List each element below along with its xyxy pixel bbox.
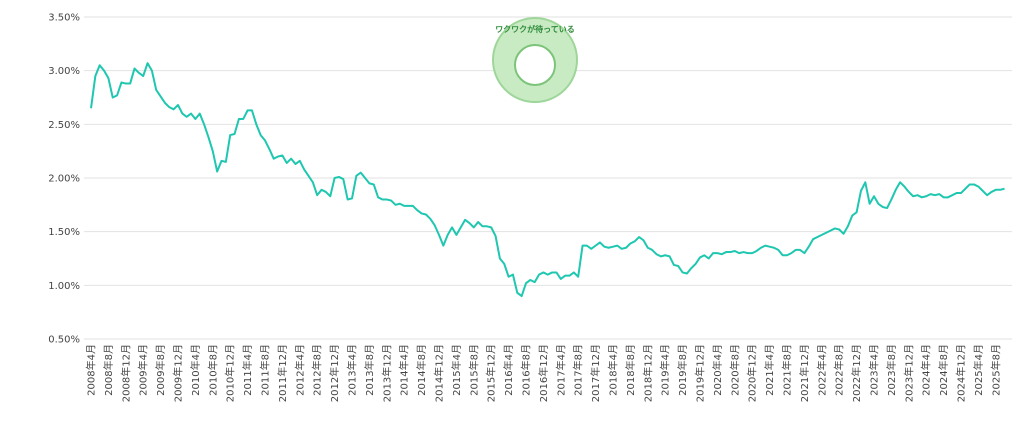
x-tick-label: 2015年8月	[467, 344, 480, 396]
x-tick-label: 2016年4月	[502, 344, 515, 396]
y-tick-label: 1.00%	[48, 281, 80, 292]
x-tick-label: 2018年4月	[607, 344, 620, 396]
x-tick-label: 2013年12月	[380, 344, 393, 402]
x-tick-label: 2023年8月	[885, 344, 898, 396]
x-tick-label: 2018年8月	[624, 344, 637, 396]
x-tick-label: 2012年12月	[328, 344, 341, 402]
y-tick-label: 3.00%	[48, 66, 80, 77]
x-tick-label: 2023年4月	[868, 344, 881, 396]
x-tick-label: 2012年4月	[293, 344, 306, 396]
x-tick-label: 2015年12月	[485, 344, 498, 402]
x-tick-label: 2020年12月	[746, 344, 759, 402]
x-tick-label: 2021年12月	[798, 344, 811, 402]
x-tick-label: 2022年8月	[833, 344, 846, 396]
x-tick-label: 2010年4月	[189, 344, 202, 396]
x-tick-label: 2009年4月	[137, 344, 150, 396]
line-series	[90, 62, 1005, 298]
x-tick-label: 2019年12月	[694, 344, 707, 402]
x-tick-label: 2013年8月	[363, 344, 376, 396]
logo-mascot	[514, 44, 556, 86]
x-tick-label: 2009年8月	[154, 344, 167, 396]
x-tick-label: 2011年8月	[259, 344, 272, 396]
x-tick-label: 2022年4月	[815, 344, 828, 396]
x-tick-label: 2013年4月	[346, 344, 359, 396]
x-tick-label: 2015年4月	[450, 344, 463, 396]
x-tick-label: 2021年8月	[781, 344, 794, 396]
y-tick-label: 1.50%	[48, 227, 80, 238]
x-tick-label: 2010年8月	[206, 344, 219, 396]
x-tick-label: 2024年12月	[955, 344, 968, 402]
x-tick-label: 2014年12月	[433, 344, 446, 402]
logo-text: ワクワクが待っている	[495, 24, 575, 34]
x-tick-label: 2020年4月	[711, 344, 724, 396]
x-tick-label: 2023年12月	[902, 344, 915, 402]
x-tick-label: 2019年4月	[659, 344, 672, 396]
x-tick-label: 2017年8月	[572, 344, 585, 396]
x-tick-label: 2021年4月	[763, 344, 776, 396]
x-tick-label: 2008年4月	[85, 344, 98, 396]
x-tick-label: 2022年12月	[850, 344, 863, 402]
plot: 0.50% 1.00% 1.50% 2.00% 2.50% 3.00% 3.50% 2008年…	[48, 13, 1012, 402]
x-tick-label: 2014年8月	[415, 344, 428, 396]
x-tick-label: 2011年4月	[241, 344, 254, 396]
x-tick-label: 2016年8月	[520, 344, 533, 396]
x-tick-label: 2010年12月	[224, 344, 237, 402]
x-tick-label: 2009年12月	[172, 344, 185, 402]
x-tick-label: 2019年8月	[676, 344, 689, 396]
y-tick-label: 0.50%	[48, 335, 80, 346]
y-tick-label: 2.50%	[48, 120, 80, 131]
x-tick-label: 2025年4月	[972, 344, 985, 396]
x-tick-label: 2017年4月	[554, 344, 567, 396]
y-tick-label: 2.00%	[48, 174, 80, 185]
x-tick-label: 2016年12月	[537, 344, 550, 402]
x-tick-label: 2011年12月	[276, 344, 289, 402]
x-tick-label: 2012年8月	[311, 344, 324, 396]
x-tick-label: 2017年12月	[589, 344, 602, 402]
y-tick-label: 3.50%	[48, 13, 80, 24]
x-tick-label: 2024年4月	[920, 344, 933, 396]
x-tick-label: 2014年4月	[398, 344, 411, 396]
x-tick-label: 2018年12月	[641, 344, 654, 402]
x-tick-label: 2024年8月	[937, 344, 950, 396]
x-tick-label: 2008年8月	[102, 344, 115, 396]
x-tick-label: 2020年8月	[728, 344, 741, 396]
x-tick-label: 2008年12月	[119, 344, 132, 402]
x-tick-label: 2025年8月	[989, 344, 1002, 396]
logo: ワクワクが待っている	[492, 17, 578, 103]
